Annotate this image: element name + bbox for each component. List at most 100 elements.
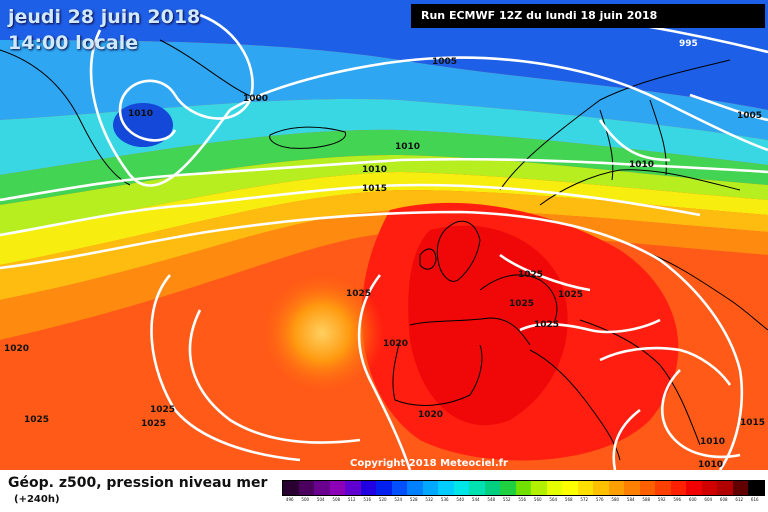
scale-label: 496 [285,497,294,502]
scale-swatch [314,481,330,495]
scale-label: 584 [626,497,635,502]
scale-label: 516 [363,497,372,502]
scale-label: 580 [611,497,620,502]
scale-swatch [360,481,376,495]
isobar-label-1005: 1005 [432,57,457,67]
scale-label: 524 [394,497,403,502]
legend-footer: Géop. z500, pression niveau mer (+240h) … [0,470,768,512]
isobar-label-1020b: 1020 [383,339,408,349]
scale-swatch [283,481,299,495]
scale-swatch [562,481,578,495]
scale-label: 616 [750,497,759,502]
isobar-label-1015b: 1015 [740,418,765,428]
scale-label: 512 [347,497,356,502]
product-title: Géop. z500, pression niveau mer [8,475,268,491]
scale-swatch [484,481,500,495]
scale-swatch [438,481,454,495]
scale-label: 588 [642,497,651,502]
lead-time: (+240h) [14,494,60,505]
band-green [0,129,768,205]
isobar-label-1025g: 1025 [141,419,166,429]
scale-swatch [391,481,407,495]
scale-label: 568 [564,497,573,502]
scale-swatch [670,481,686,495]
scale-swatch [608,481,624,495]
scale-label: 604 [704,497,713,502]
scale-swatch [422,481,438,495]
scale-swatch [546,481,562,495]
scale-swatch [577,481,593,495]
isobar-label-1025d: 1025 [558,290,583,300]
scale-swatch [748,481,764,495]
isobar-label-1010c: 1010 [362,165,387,175]
isobar-label-1010d: 1010 [629,160,654,170]
scale-swatch [329,481,345,495]
scale-label: 560 [533,497,542,502]
scale-label: 508 [332,497,341,502]
scale-swatch [453,481,469,495]
scale-label: 556 [518,497,527,502]
scale-label: 536 [440,497,449,502]
scale-swatch [593,481,609,495]
forecast-map: 995 1000 1005 1005 1010 1010 1010 1010 1… [0,0,768,470]
isobar-label-1010b: 1010 [395,142,420,152]
isobar-labels: 995 1000 1005 1005 1010 1010 1010 1010 1… [4,39,765,470]
color-scale-labels: 496 500 504 508 512 516 520 524 528 532 536 540 544 5… [282,497,763,502]
forecast-time: 14:00 locale [8,32,139,54]
isobar-label-1025b: 1025 [518,270,543,280]
scale-swatch [531,481,547,495]
scale-label: 608 [719,497,728,502]
scale-swatch [345,481,361,495]
scale-label: 500 [301,497,310,502]
isobar-label-1010a: 1010 [128,109,153,119]
scale-swatch [298,481,314,495]
scale-swatch [655,481,671,495]
scale-label: 576 [595,497,604,502]
scale-swatch [376,481,392,495]
band-blue [0,40,768,140]
scale-label: 564 [549,497,558,502]
scale-swatch [515,481,531,495]
scale-swatch [407,481,423,495]
isobar-label-1025h: 1025 [24,415,49,425]
scale-label: 540 [456,497,465,502]
scale-label: 612 [735,497,744,502]
isobar-label-1025f: 1025 [150,405,175,415]
scale-label: 572 [580,497,589,502]
isobar-label-1020a: 1020 [4,344,29,354]
scale-label: 520 [378,497,387,502]
scale-label: 592 [657,497,666,502]
scale-label: 552 [502,497,511,502]
scale-label: 600 [688,497,697,502]
isobar-lines [0,8,768,470]
isobar-label-1010e: 1010 [700,437,725,447]
isobar-label-1025c: 1025 [509,299,534,309]
isobar-label-1010f: 1010 [698,460,723,470]
band-gold [0,190,768,300]
forecast-date: jeudi 28 juin 2018 [8,6,201,28]
scale-swatch [732,481,748,495]
model-run-label: Run ECMWF 12Z du lundi 18 juin 2018 [411,4,765,28]
scale-label: 596 [673,497,682,502]
isobar-label-1000: 1000 [243,94,268,104]
scale-swatch [469,481,485,495]
isobar-label-1025a: 1025 [346,289,371,299]
coastlines [0,39,768,461]
scale-swatch [639,481,655,495]
low-pressure-cell [113,103,173,147]
scale-swatch [624,481,640,495]
isobar-label-1005b: 1005 [737,111,762,121]
scale-label: 548 [487,497,496,502]
color-scale [282,480,765,496]
high-pressure-cell [260,271,384,395]
isobar-label-1020c: 1020 [418,410,443,420]
isobar-label-1025e: 1025 [534,320,559,330]
copyright-text: Copyright 2018 Meteociel.fr [350,458,508,469]
scale-label: 544 [471,497,480,502]
scale-label: 528 [409,497,418,502]
scale-swatch [717,481,733,495]
isobar-label-995: 995 [679,39,698,49]
scale-swatch [701,481,717,495]
scale-label: 532 [425,497,434,502]
